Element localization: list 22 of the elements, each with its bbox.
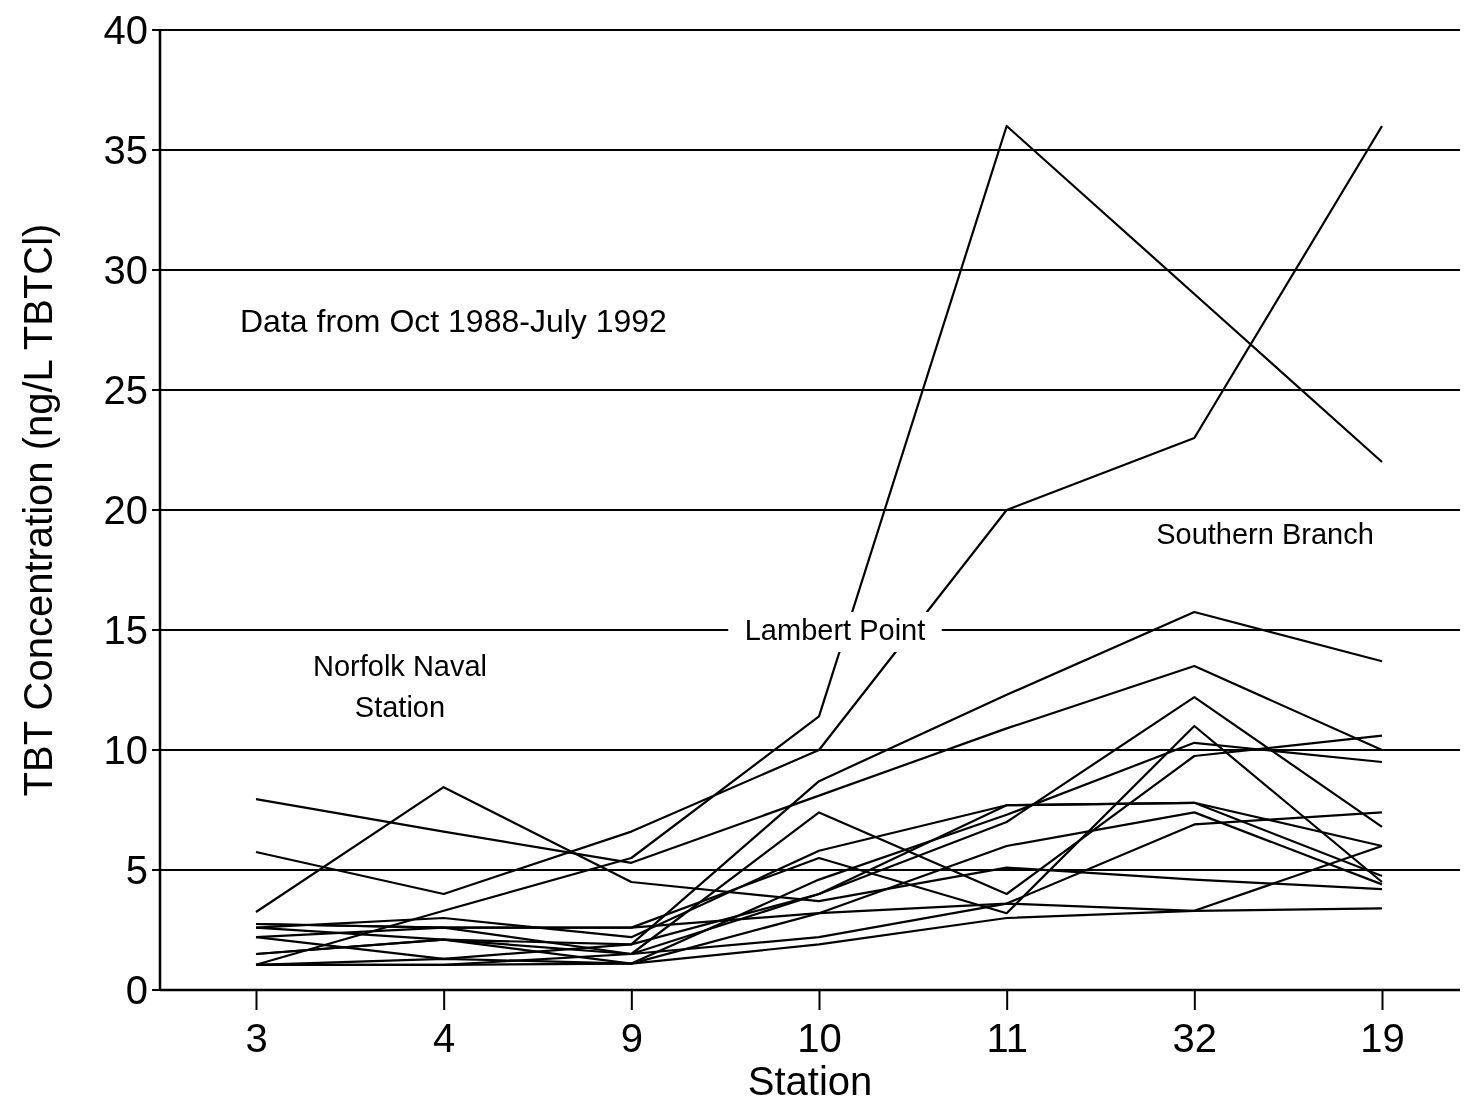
annotation: Southern Branch [1156, 518, 1374, 551]
y-tick-label: 25 [103, 368, 148, 412]
y-tick-label: 30 [103, 248, 148, 292]
annotation: Norfolk Naval Station [312, 650, 488, 723]
y-tick-label: 20 [103, 488, 148, 532]
y-tick-label: 0 [125, 968, 148, 1012]
x-tick-label: 4 [433, 1016, 456, 1061]
x-tick-label: 19 [1360, 1016, 1405, 1061]
y-tick-label: 35 [103, 128, 148, 172]
x-tick-label: 10 [797, 1016, 842, 1061]
x-tick-label: 9 [620, 1016, 643, 1061]
x-tick-label: 11 [986, 1016, 1028, 1061]
annotation: Lambert Point [744, 614, 926, 647]
y-tick-label: 40 [103, 8, 148, 52]
annotation: Data from Oct 1988-July 1992 [240, 303, 667, 339]
y-axis-title: TBT Concentration (ng/L TBTCl) [16, 223, 60, 797]
y-tick-label: 15 [103, 608, 148, 652]
x-axis-title: Station [747, 1059, 873, 1103]
x-tick-label: 3 [245, 1016, 268, 1061]
x-tick-label: 32 [1172, 1016, 1218, 1061]
y-tick-label: 5 [125, 848, 148, 892]
y-tick-label: 10 [103, 728, 148, 772]
